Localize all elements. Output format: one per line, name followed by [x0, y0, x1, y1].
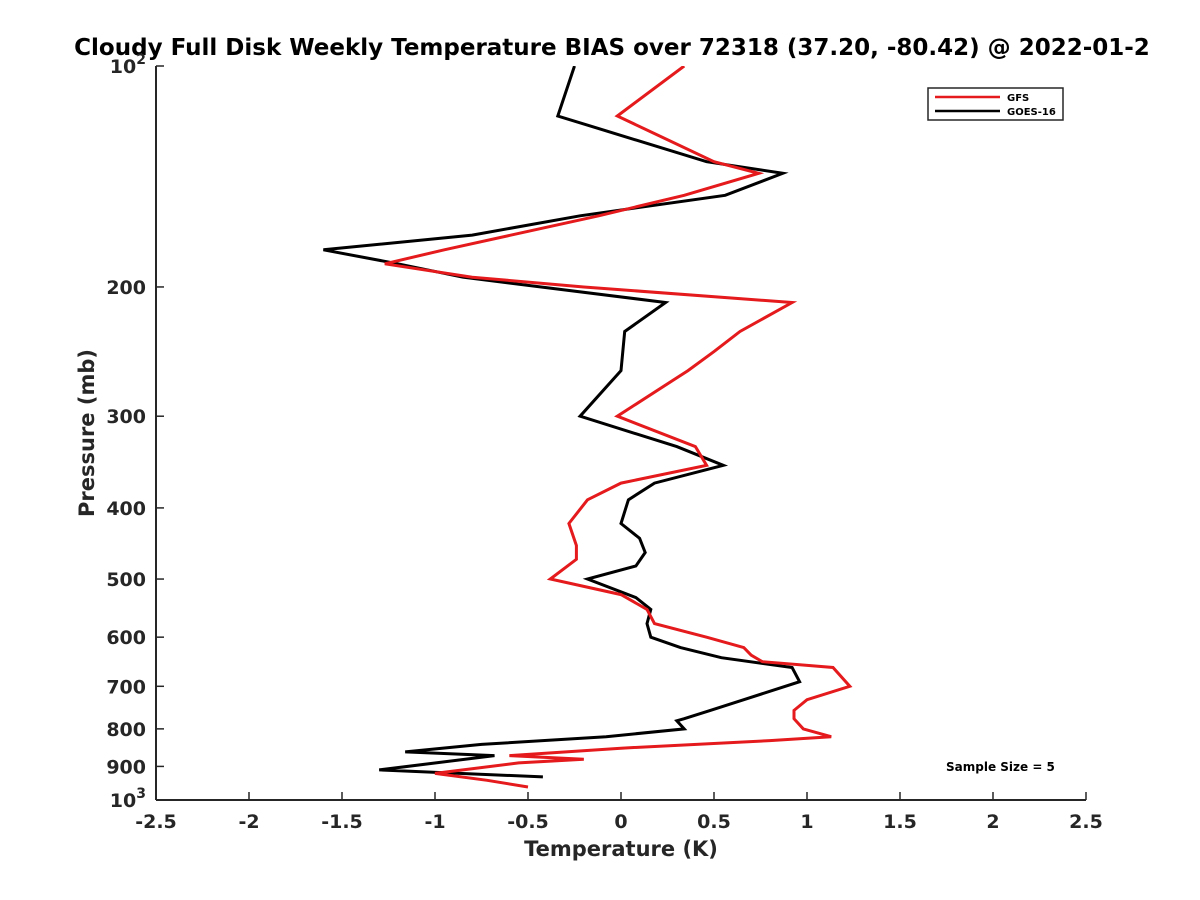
- y-tick-label: 900: [106, 756, 146, 778]
- y-tick-base: 900: [106, 756, 146, 778]
- legend-label: GOES-16: [1007, 107, 1056, 118]
- axes: [155, 66, 1086, 801]
- x-tick-label: -2.5: [135, 811, 177, 833]
- x-ticks: -2.5 -2 -1.5 -1 -0.5 0 0.5 1 1.5 2 2.5: [135, 792, 1103, 833]
- y-tick-base: 10: [110, 790, 136, 812]
- y-tick-label: 300: [106, 406, 146, 428]
- x-tick-label: -2: [238, 811, 259, 833]
- legend-label: GFS: [1007, 93, 1029, 104]
- x-tick-label: 0.5: [697, 811, 731, 833]
- series-layer: [323, 66, 853, 789]
- series-line-gfs: [384, 66, 853, 789]
- x-tick-label: 0: [614, 811, 627, 833]
- sample-size-annotation: Sample Size = 5: [946, 760, 1055, 774]
- y-tick-base: 200: [106, 277, 146, 299]
- x-tick-label: 2.5: [1069, 811, 1103, 833]
- x-tick-label: -1: [424, 811, 445, 833]
- x-tick-label: 2: [986, 811, 999, 833]
- y-tick-base: 600: [106, 627, 146, 649]
- y-tick-label: 400: [106, 498, 146, 520]
- chart-title: Cloudy Full Disk Weekly Temperature BIAS…: [74, 35, 1150, 61]
- y-tick-label: 200: [106, 277, 146, 299]
- y-tick-exponent: 2: [136, 52, 146, 68]
- series-line-goes-16: [323, 66, 802, 779]
- y-tick-exponent: 3: [136, 786, 146, 802]
- x-tick-label: -1.5: [321, 811, 363, 833]
- y-tick-base: 10: [110, 56, 136, 78]
- y-tick-label: 600: [106, 627, 146, 649]
- y-tick-label: 102: [110, 52, 146, 78]
- y-tick-base: 800: [106, 719, 146, 741]
- y-tick-label: 103: [110, 786, 146, 812]
- y-axis-title: Pressure (mb): [75, 349, 99, 517]
- legend-box: [927, 87, 1064, 121]
- y-tick-label: 800: [106, 719, 146, 741]
- x-tick-label: 1.5: [883, 811, 917, 833]
- x-axis-title: Temperature (K): [524, 837, 718, 861]
- y-tick-base: 400: [106, 498, 146, 520]
- y-tick-label: 700: [106, 676, 146, 698]
- y-tick-base: 700: [106, 676, 146, 698]
- y-tick-label: 500: [106, 569, 146, 591]
- y-tick-base: 500: [106, 569, 146, 591]
- legend: GFS GOES-16: [927, 87, 1064, 121]
- x-tick-label: -0.5: [507, 811, 549, 833]
- x-tick-label: 1: [800, 811, 813, 833]
- y-tick-base: 300: [106, 406, 146, 428]
